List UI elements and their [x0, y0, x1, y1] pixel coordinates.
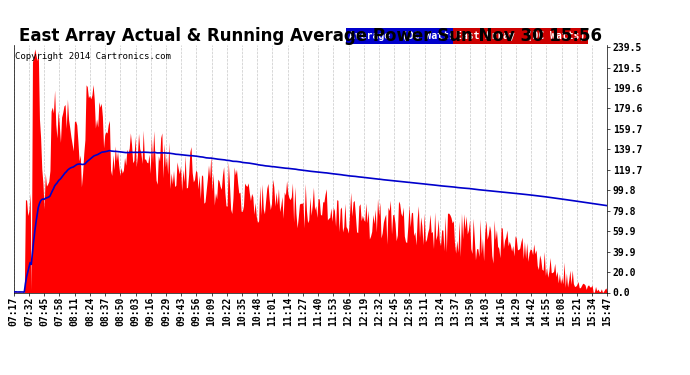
Text: East Array  (DC Watts): East Array (DC Watts) — [456, 31, 585, 41]
Title: East Array Actual & Running Average Power Sun Nov 30 15:56: East Array Actual & Running Average Powe… — [19, 27, 602, 45]
Text: Copyright 2014 Cartronics.com: Copyright 2014 Cartronics.com — [15, 53, 171, 62]
Text: Average  (DC Watts): Average (DC Watts) — [349, 31, 461, 41]
